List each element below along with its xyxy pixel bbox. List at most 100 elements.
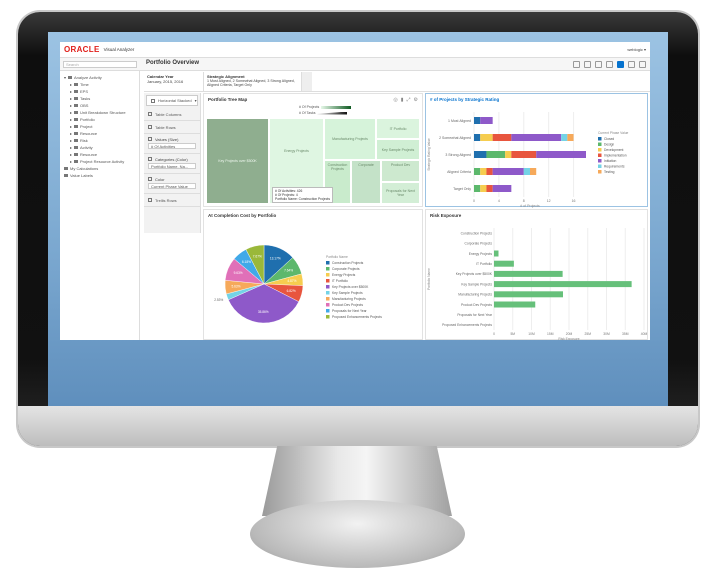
bar-segment[interactable]	[530, 168, 537, 175]
legend-label[interactable]: Testing	[604, 170, 615, 174]
treemap-tile[interactable]: Key Projects over $500K	[206, 118, 269, 204]
bar-segment[interactable]	[561, 134, 568, 141]
legend-label[interactable]: Key Sample Projects	[332, 291, 363, 295]
legend-label[interactable]: Initiation	[604, 159, 616, 163]
legend-label[interactable]: Design	[604, 143, 614, 147]
legend-label[interactable]: Closed	[604, 137, 614, 141]
viz-type-selector[interactable]: Horizontal Stacked ▾	[146, 95, 198, 106]
layout-icon[interactable]	[606, 61, 613, 68]
tree-item[interactable]: ▸ Unit Breakdown Structure	[70, 109, 135, 116]
tree-item[interactable]: Value Labels	[64, 172, 135, 179]
treemap-tile[interactable]: Corporate	[351, 160, 381, 204]
table-columns-drop[interactable]: Table Columns	[144, 108, 200, 121]
tree-item[interactable]: ▸ Activity	[70, 144, 135, 151]
bar-segment[interactable]	[492, 168, 524, 175]
legend-label[interactable]: Manufacturing Projects	[332, 297, 366, 301]
chart-icon[interactable]: ▮	[400, 97, 404, 103]
tree-item[interactable]: ▸ OBS	[70, 102, 135, 109]
values-drop[interactable]: Values (Size) # Of Activities	[144, 134, 200, 154]
tree-item[interactable]: ▸ Project Resource Activity	[70, 158, 135, 165]
bar-segment[interactable]	[474, 117, 481, 124]
legend-label[interactable]: Requirements	[604, 165, 625, 169]
tree-item[interactable]: My Calculations	[64, 165, 135, 172]
bar[interactable]	[494, 291, 563, 298]
legend-label[interactable]: Development	[604, 148, 624, 152]
bar-segment[interactable]	[480, 134, 493, 141]
color-drop[interactable]: Color Current Phase Value	[144, 174, 200, 194]
legend-label[interactable]: Key Projects over $500K	[332, 285, 369, 289]
legend-label[interactable]: Product Dev Projects	[332, 303, 363, 307]
search-input[interactable]: Search	[63, 61, 137, 68]
undo-icon[interactable]	[573, 61, 580, 68]
bar-segment[interactable]	[474, 185, 481, 192]
redo-icon[interactable]	[584, 61, 591, 68]
treemap-tile[interactable]: Key Sample Projects	[376, 139, 420, 160]
treemap-tile[interactable]: Manufacturing Projects	[324, 118, 376, 160]
tree-item[interactable]: ▸ Resource	[70, 151, 135, 158]
tree-item[interactable]: ▸ Risk	[70, 137, 135, 144]
bar-segment[interactable]	[492, 185, 512, 192]
maximize-icon[interactable]: ⤢	[406, 97, 411, 103]
legend-label[interactable]: IT Portfolio	[332, 279, 348, 283]
categories-field[interactable]: Portfolio Name, Na...	[148, 163, 196, 169]
tree-item[interactable]: ▸ Portfolio	[70, 116, 135, 123]
bar[interactable]	[494, 301, 536, 308]
values-field[interactable]: # Of Activities	[148, 143, 196, 149]
gear-icon[interactable]: ⚙	[413, 97, 418, 103]
legend-label[interactable]: Corporate Projects	[332, 267, 360, 271]
bar[interactable]	[494, 281, 632, 288]
pie-slice[interactable]	[245, 244, 265, 285]
bar[interactable]	[494, 260, 514, 267]
bar[interactable]	[494, 270, 563, 277]
categories-drop[interactable]: Categories (Color) Portfolio Name, Na...	[144, 154, 200, 174]
tree-root[interactable]: ▾ Analyze Activity	[64, 74, 135, 81]
bar-segment[interactable]	[480, 185, 487, 192]
document-icon[interactable]	[628, 61, 635, 68]
expand-icon: ▸	[70, 124, 73, 129]
treemap-tile[interactable]: IT Portfolio	[376, 118, 420, 139]
bar-segment[interactable]	[486, 151, 506, 158]
tree-item[interactable]: ▸ Time	[70, 81, 135, 88]
bar-segment[interactable]	[567, 134, 574, 141]
bar[interactable]	[494, 250, 499, 257]
user-menu[interactable]: weblogic ▾	[627, 47, 646, 52]
bar-segment[interactable]	[480, 117, 493, 124]
bar-segment[interactable]	[486, 185, 493, 192]
treemap-panel[interactable]: Portfolio Tree Map ◎ ▮ ⤢ ⚙ # Of Projects # …	[203, 93, 423, 207]
bar-segment[interactable]	[480, 168, 487, 175]
bar-segment[interactable]	[492, 134, 512, 141]
risk-panel[interactable]: Risk Exposure 0 5M 10M 15M 20M 25M 30M 35M 40M Ri…	[425, 209, 648, 340]
treemap-tile[interactable]: Product Dev	[381, 160, 420, 182]
bar-segment[interactable]	[474, 134, 481, 141]
filter-calendar-year[interactable]: Calendar Year January, 2015, 2016	[144, 72, 204, 91]
tree-item[interactable]: ▸ Project	[70, 123, 135, 130]
treemap-tile[interactable]: Proposals for Next Year	[381, 182, 420, 204]
settings-icon[interactable]	[639, 61, 646, 68]
bar-segment[interactable]	[511, 134, 562, 141]
table-rows-drop[interactable]: Table Rows	[144, 121, 200, 134]
tree-item[interactable]: ▸ Resource	[70, 130, 135, 137]
legend-label[interactable]: Energy Projects	[332, 273, 356, 277]
color-field[interactable]: Current Phase Value	[148, 183, 196, 189]
bar-segment[interactable]	[536, 151, 586, 158]
pie-slice[interactable]	[228, 283, 300, 324]
tree-item[interactable]: ▸ Tasks	[70, 95, 135, 102]
bar-segment[interactable]	[511, 151, 537, 158]
tree-item[interactable]: ▸ EPS	[70, 88, 135, 95]
strategic-rating-panel[interactable]: # of Projects by Strategic Rating 0 4 8 12 1…	[425, 93, 648, 208]
bar-segment[interactable]	[474, 151, 487, 158]
pie-panel[interactable]: At Completion Cost by Portfolio 13.17% 7.…	[203, 209, 423, 340]
legend-label[interactable]: Proposals for Next Year	[332, 309, 368, 313]
add-chart-icon[interactable]	[595, 61, 602, 68]
bar-segment[interactable]	[474, 168, 481, 175]
link-icon[interactable]	[617, 61, 624, 68]
legend-label[interactable]: Construction Projects	[332, 261, 364, 265]
filter-strategic-alignment[interactable]: Strategic Alignment 1 Most Aligned, 2 So…	[204, 72, 302, 91]
legend-label[interactable]: Implementation	[604, 154, 627, 158]
bar-segment[interactable]	[486, 168, 493, 175]
bar-segment[interactable]	[523, 168, 530, 175]
help-icon[interactable]: ◎	[393, 97, 398, 103]
bar-segment[interactable]	[505, 151, 512, 158]
legend-label[interactable]: Proposed Enhancements Projects	[332, 315, 382, 319]
trellis-rows-drop[interactable]: Trellis Rows	[144, 194, 200, 207]
